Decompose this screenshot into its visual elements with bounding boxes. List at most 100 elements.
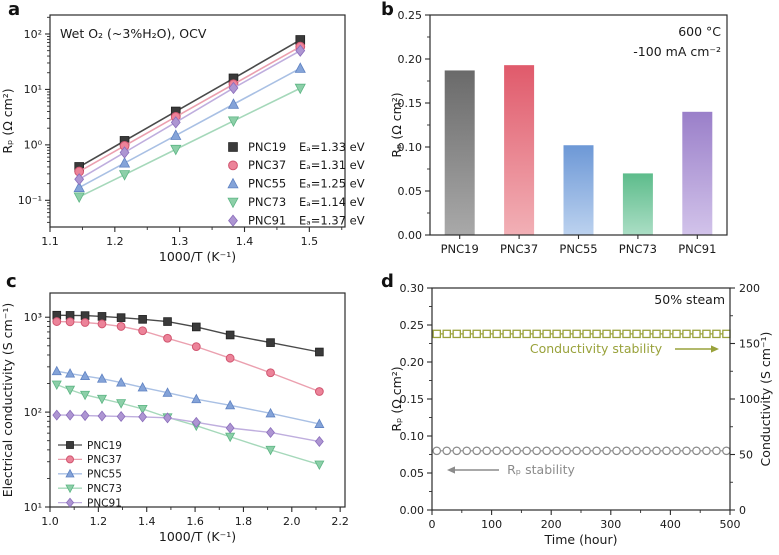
- square-marker: [138, 315, 147, 324]
- annotation: Conductivity stability: [530, 341, 719, 356]
- x-tick-label: 1.6: [186, 515, 204, 528]
- open-square-marker: [452, 329, 461, 339]
- square-marker: [191, 322, 201, 332]
- y-tick-label: 0.20: [400, 356, 425, 369]
- diamond-marker: [266, 426, 275, 438]
- open-square-marker: [652, 329, 661, 339]
- square-marker: [66, 441, 74, 449]
- bar-PNC91: [682, 111, 713, 235]
- circle-marker: [80, 318, 90, 327]
- bars: [444, 65, 713, 235]
- open-circle-marker: [552, 446, 561, 456]
- open-square-marker: [582, 329, 591, 339]
- triangle-up-marker: [51, 365, 62, 376]
- y-tick-label: 0.05: [400, 467, 425, 480]
- diamond-marker: [80, 410, 90, 422]
- open-square-marker: [642, 329, 651, 339]
- triangle-up-marker: [65, 368, 76, 378]
- series-line: [56, 320, 320, 393]
- circle-marker: [116, 322, 126, 331]
- y2-axis-title: Conductivity (S cm⁻¹): [758, 332, 773, 467]
- open-square-marker: [482, 329, 491, 339]
- annotation: Rₚ stability: [447, 462, 575, 477]
- open-square-marker: [462, 329, 471, 339]
- circle-marker: [228, 160, 238, 171]
- arrow-head-icon: [711, 345, 719, 353]
- diamond-marker: [225, 422, 235, 434]
- open-circle-marker: [572, 446, 581, 456]
- open-circle-marker: [722, 446, 731, 456]
- y-tick-label: 10¹: [24, 83, 42, 96]
- triangle-up-marker: [80, 370, 91, 381]
- open-square-marker: [702, 329, 711, 339]
- open-circle-marker: [562, 446, 571, 456]
- open-circle-marker: [612, 446, 621, 456]
- open-circle-marker: [442, 446, 452, 456]
- panel-c-letter: c: [6, 271, 17, 292]
- legend-item-PNC19: PNC19: [58, 440, 122, 452]
- panel-d-letter: d: [381, 271, 394, 292]
- open-circle-marker: [712, 446, 721, 456]
- triangle-up-marker: [294, 62, 306, 73]
- x-tick-label: 1.1: [41, 235, 59, 248]
- y-tick-label: 0.20: [398, 53, 423, 66]
- series-PNC91: [74, 44, 306, 186]
- category-label: PNC73: [619, 242, 657, 256]
- circle-marker: [65, 455, 75, 464]
- triangle-down-marker: [314, 460, 325, 471]
- y2-tick-label: 150: [739, 337, 760, 350]
- open-circle-marker: [592, 446, 601, 456]
- bar-PNC37: [504, 65, 535, 235]
- diamond-marker: [65, 409, 75, 421]
- open-circle-marker: [702, 446, 711, 456]
- open-circle-marker: [502, 446, 511, 456]
- circle-marker: [163, 333, 172, 343]
- panel-a-letter: a: [8, 0, 21, 20]
- y-tick-label: 0.00: [398, 229, 423, 242]
- open-circle-marker: [482, 446, 492, 456]
- x-axis-title: Time (hour): [544, 532, 618, 547]
- open-circle-marker: [602, 446, 611, 456]
- x-tick-label: 200: [541, 518, 562, 531]
- open-square-marker: [432, 329, 442, 339]
- legend-item-PNC19: PNC19 Eₐ=1.33 eV: [228, 140, 365, 154]
- open-square-marker: [602, 329, 611, 339]
- triangle-down-marker: [80, 390, 91, 401]
- diamond-marker: [119, 146, 130, 159]
- diamond-marker: [52, 409, 62, 421]
- open-circle-marker: [492, 446, 502, 456]
- y-axis-title: Rₚ (Ω cm²): [0, 88, 15, 153]
- series-Rₚ stability: [432, 446, 731, 456]
- triangle-up-marker: [73, 181, 85, 192]
- x-tick-label: 300: [600, 518, 621, 531]
- x-tick-label: 1.0: [41, 515, 59, 528]
- triangle-up-marker: [116, 377, 127, 387]
- diamond-marker: [97, 410, 107, 422]
- series-line: [56, 383, 320, 466]
- legend-item-PNC91: PNC91: [58, 497, 122, 509]
- triangle-up-marker: [227, 98, 240, 109]
- open-square-marker: [512, 329, 521, 339]
- legend-series-name: PNC55: [87, 469, 122, 481]
- open-circle-marker: [662, 446, 671, 456]
- y-tick-label: 10¹: [24, 501, 42, 514]
- open-circle-marker: [512, 446, 521, 456]
- open-square-marker: [472, 329, 481, 339]
- axes: 0.00 0.05 0.10 0.15 0.20 0.25 0.30 Rₚ (Ω cm²) 0 1…: [389, 282, 773, 547]
- category-label: PNC91: [678, 242, 716, 256]
- open-circle-marker: [692, 446, 701, 456]
- diamond-marker: [228, 81, 239, 95]
- square-marker: [315, 347, 324, 357]
- legend-item-PNC55: PNC55: [58, 469, 122, 481]
- open-square-marker: [502, 329, 511, 339]
- y-tick-label: 0.05: [398, 185, 423, 198]
- triangle-down-marker: [294, 83, 306, 95]
- legend-series-extra: Eₐ=1.31 eV: [299, 158, 365, 172]
- legend-series-extra: Eₐ=1.14 eV: [299, 195, 365, 209]
- open-square-marker: [662, 329, 671, 339]
- circle-marker: [138, 326, 148, 336]
- series-PNC73: [73, 83, 306, 203]
- triangle-down-marker: [51, 380, 62, 391]
- triangle-down-marker: [137, 404, 148, 415]
- legend-series-name: PNC73: [87, 483, 122, 495]
